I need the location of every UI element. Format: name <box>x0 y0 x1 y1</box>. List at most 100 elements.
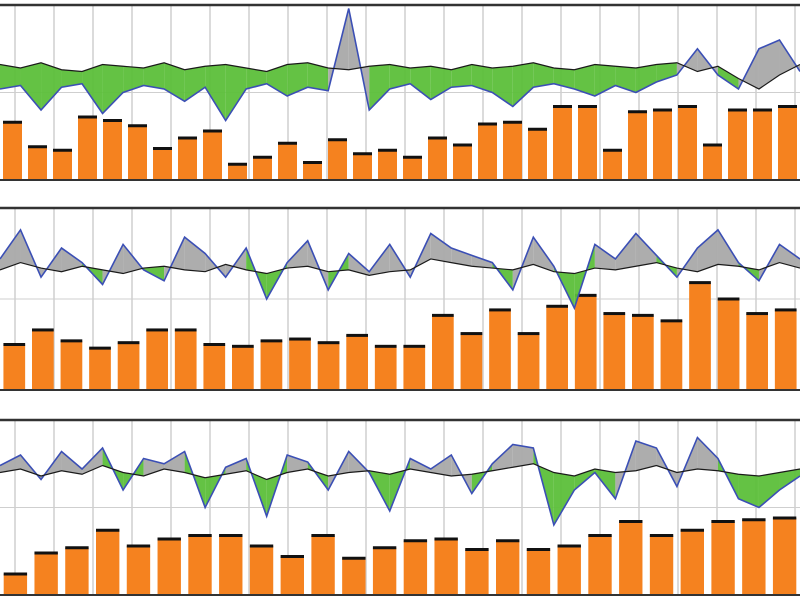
bar-cap <box>53 148 72 152</box>
bar-cap <box>28 145 47 149</box>
fill-above-segment <box>430 455 452 476</box>
bar <box>178 138 197 180</box>
fill-below-segment <box>205 64 226 121</box>
fill-below-segment <box>389 64 411 89</box>
bar-cap <box>557 544 581 548</box>
bar-cap <box>496 539 520 543</box>
bar-cap <box>632 313 654 317</box>
bar <box>3 574 28 595</box>
bar-cap <box>680 528 704 532</box>
fill-below-segment <box>758 472 780 508</box>
bar <box>311 535 335 595</box>
bar-cap <box>678 105 697 108</box>
fill-below-segment <box>430 66 452 100</box>
series-line-measured <box>0 8 800 122</box>
bar-cap <box>753 108 772 112</box>
bar-cap <box>660 319 683 323</box>
fill-above-segment <box>61 451 83 475</box>
bar <box>660 320 683 390</box>
bar-cap <box>232 344 254 348</box>
bar <box>3 122 22 180</box>
bar-cap <box>289 337 311 341</box>
fill-above-segment <box>635 233 657 267</box>
series-line-reference <box>0 463 800 481</box>
fill-above-segment <box>697 229 718 272</box>
bar <box>260 340 283 390</box>
bar <box>432 315 454 390</box>
bar <box>753 110 772 180</box>
bar <box>746 313 768 390</box>
bar-cap <box>228 162 247 166</box>
bar <box>603 150 622 180</box>
fill-above-segment <box>492 444 513 471</box>
bar <box>649 535 674 595</box>
fill-below-segment <box>553 472 575 525</box>
bar-cap <box>628 110 647 114</box>
bar-cap <box>742 518 766 522</box>
fill-below-segment <box>533 62 554 88</box>
bar <box>378 150 397 180</box>
bar-cap <box>403 539 428 543</box>
bar-cap <box>465 548 489 551</box>
bar <box>153 148 172 180</box>
fill-above-segment <box>615 233 636 270</box>
bar <box>496 540 520 595</box>
fill-below-segment <box>0 64 21 89</box>
fill-below-segment <box>656 62 677 82</box>
bar-cap <box>774 308 797 312</box>
bar <box>742 519 766 595</box>
bar <box>546 306 568 390</box>
bar-cap <box>689 281 711 285</box>
bar-cap <box>342 556 366 560</box>
bar-cap <box>432 313 454 317</box>
fill-above-segment <box>184 237 206 272</box>
fill-below-segment <box>143 62 165 89</box>
bar <box>34 553 58 595</box>
fill-below-segment <box>20 62 42 110</box>
bar <box>603 313 626 390</box>
fill-above-segment <box>758 40 780 89</box>
fill-below-segment <box>307 62 329 91</box>
bar <box>653 110 672 180</box>
fill-above-segment <box>779 244 800 269</box>
fill-above-segment <box>225 458 247 475</box>
bar-cap <box>434 537 458 541</box>
bar <box>353 153 372 180</box>
series-line-reference <box>0 258 800 276</box>
bar <box>465 549 489 595</box>
bar <box>117 342 140 390</box>
bar-cap <box>103 119 122 122</box>
bar <box>203 131 222 180</box>
bar <box>403 346 426 390</box>
bar-cap <box>603 312 626 316</box>
bar-cap <box>253 155 272 159</box>
bar-cap <box>374 344 397 348</box>
bar-cap <box>478 122 497 126</box>
bar-cap <box>503 120 522 124</box>
bar-cap <box>174 328 197 332</box>
bar-cap <box>3 120 22 124</box>
fill-below-segment <box>82 64 103 114</box>
bar <box>728 110 747 180</box>
bar-cap <box>588 534 612 537</box>
panel-1 <box>0 3 800 181</box>
bar-cap <box>117 341 140 345</box>
bar-cap <box>280 555 304 558</box>
fill-below-segment <box>779 469 800 490</box>
fill-below-segment <box>266 64 288 96</box>
bar-cap <box>346 333 368 337</box>
bar <box>342 558 366 595</box>
bar <box>78 117 97 180</box>
bar-cap <box>711 520 735 523</box>
bar <box>174 329 197 390</box>
fill-below-segment <box>369 64 390 110</box>
bar <box>89 348 111 390</box>
bar <box>96 530 120 595</box>
bar-cap <box>78 115 97 119</box>
fill-below-segment <box>410 66 431 100</box>
bar <box>528 129 547 180</box>
bar <box>489 309 511 390</box>
bar <box>526 549 551 595</box>
bar-cap <box>746 312 768 316</box>
